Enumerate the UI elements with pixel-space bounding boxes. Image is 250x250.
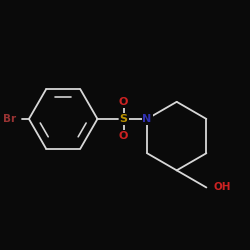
Text: N: N — [142, 114, 152, 124]
Text: Br: Br — [3, 114, 16, 124]
Text: O: O — [119, 131, 128, 141]
Text: O: O — [119, 97, 128, 107]
Text: OH: OH — [214, 182, 231, 192]
Text: S: S — [120, 114, 128, 124]
